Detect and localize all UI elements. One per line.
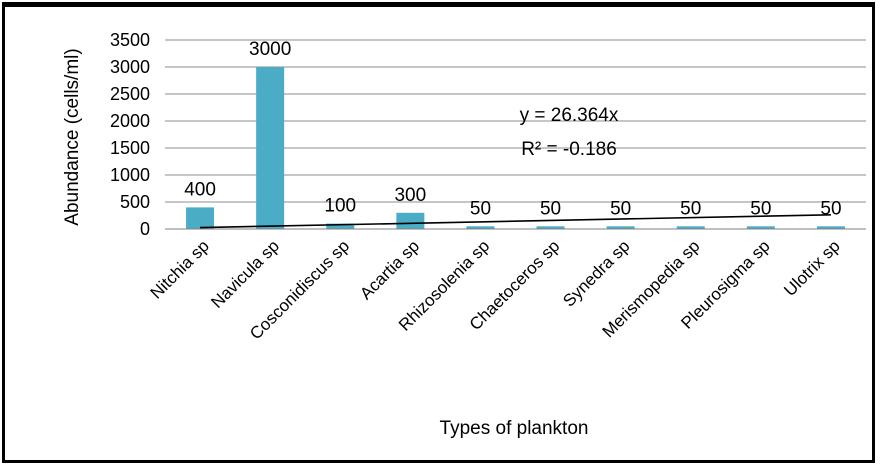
trendline xyxy=(200,213,831,229)
bar xyxy=(396,212,425,229)
x-tick-label: Navicula sp xyxy=(207,236,283,312)
trendline-r-squared: R² = -0.186 xyxy=(521,139,617,160)
x-tick-label: Acartia sp xyxy=(356,236,423,303)
data-label: 50 xyxy=(820,198,841,219)
bar xyxy=(466,226,495,229)
y-tick-label: 2000 xyxy=(110,111,150,131)
data-label: 3000 xyxy=(249,39,291,60)
bar xyxy=(186,207,215,229)
data-label: 400 xyxy=(184,179,216,200)
chart-frame xyxy=(2,2,875,463)
data-label: 50 xyxy=(680,198,701,219)
x-tick-label: Ulotrix sp xyxy=(780,236,844,300)
y-tick-label: 3000 xyxy=(110,57,150,77)
bar xyxy=(326,223,355,229)
bar xyxy=(746,226,775,229)
bar xyxy=(536,226,565,229)
bar xyxy=(816,226,845,229)
y-tick-label: 1000 xyxy=(110,165,150,185)
bar xyxy=(606,226,635,229)
y-tick-label: 0 xyxy=(140,219,150,239)
data-label: 100 xyxy=(324,196,356,217)
data-label: 50 xyxy=(540,198,561,219)
y-tick-label: 3500 xyxy=(110,30,150,50)
data-label: 50 xyxy=(750,198,771,219)
x-axis-title: Types of plankton xyxy=(440,418,589,439)
trendline-equation: y = 26.364x xyxy=(520,105,619,126)
bar xyxy=(256,67,285,229)
y-axis-title: Abundance (cells/ml) xyxy=(62,48,83,225)
data-label: 300 xyxy=(394,185,426,206)
x-tick-label: Nitchia sp xyxy=(147,236,213,302)
bar xyxy=(676,226,705,229)
y-tick-labels: 0 500 1000 1500 2000 2500 3000 3500 xyxy=(110,30,150,239)
x-tick-label: Synedra sp xyxy=(559,236,633,310)
bars xyxy=(186,67,845,229)
data-label: 50 xyxy=(610,198,631,219)
data-label: 50 xyxy=(470,198,491,219)
y-tick-label: 1500 xyxy=(110,138,150,158)
y-tick-label: 2500 xyxy=(110,84,150,104)
y-tick-label: 500 xyxy=(120,192,150,212)
data-labels: 400 3000 100 300 50 50 50 50 50 50 xyxy=(184,39,841,219)
